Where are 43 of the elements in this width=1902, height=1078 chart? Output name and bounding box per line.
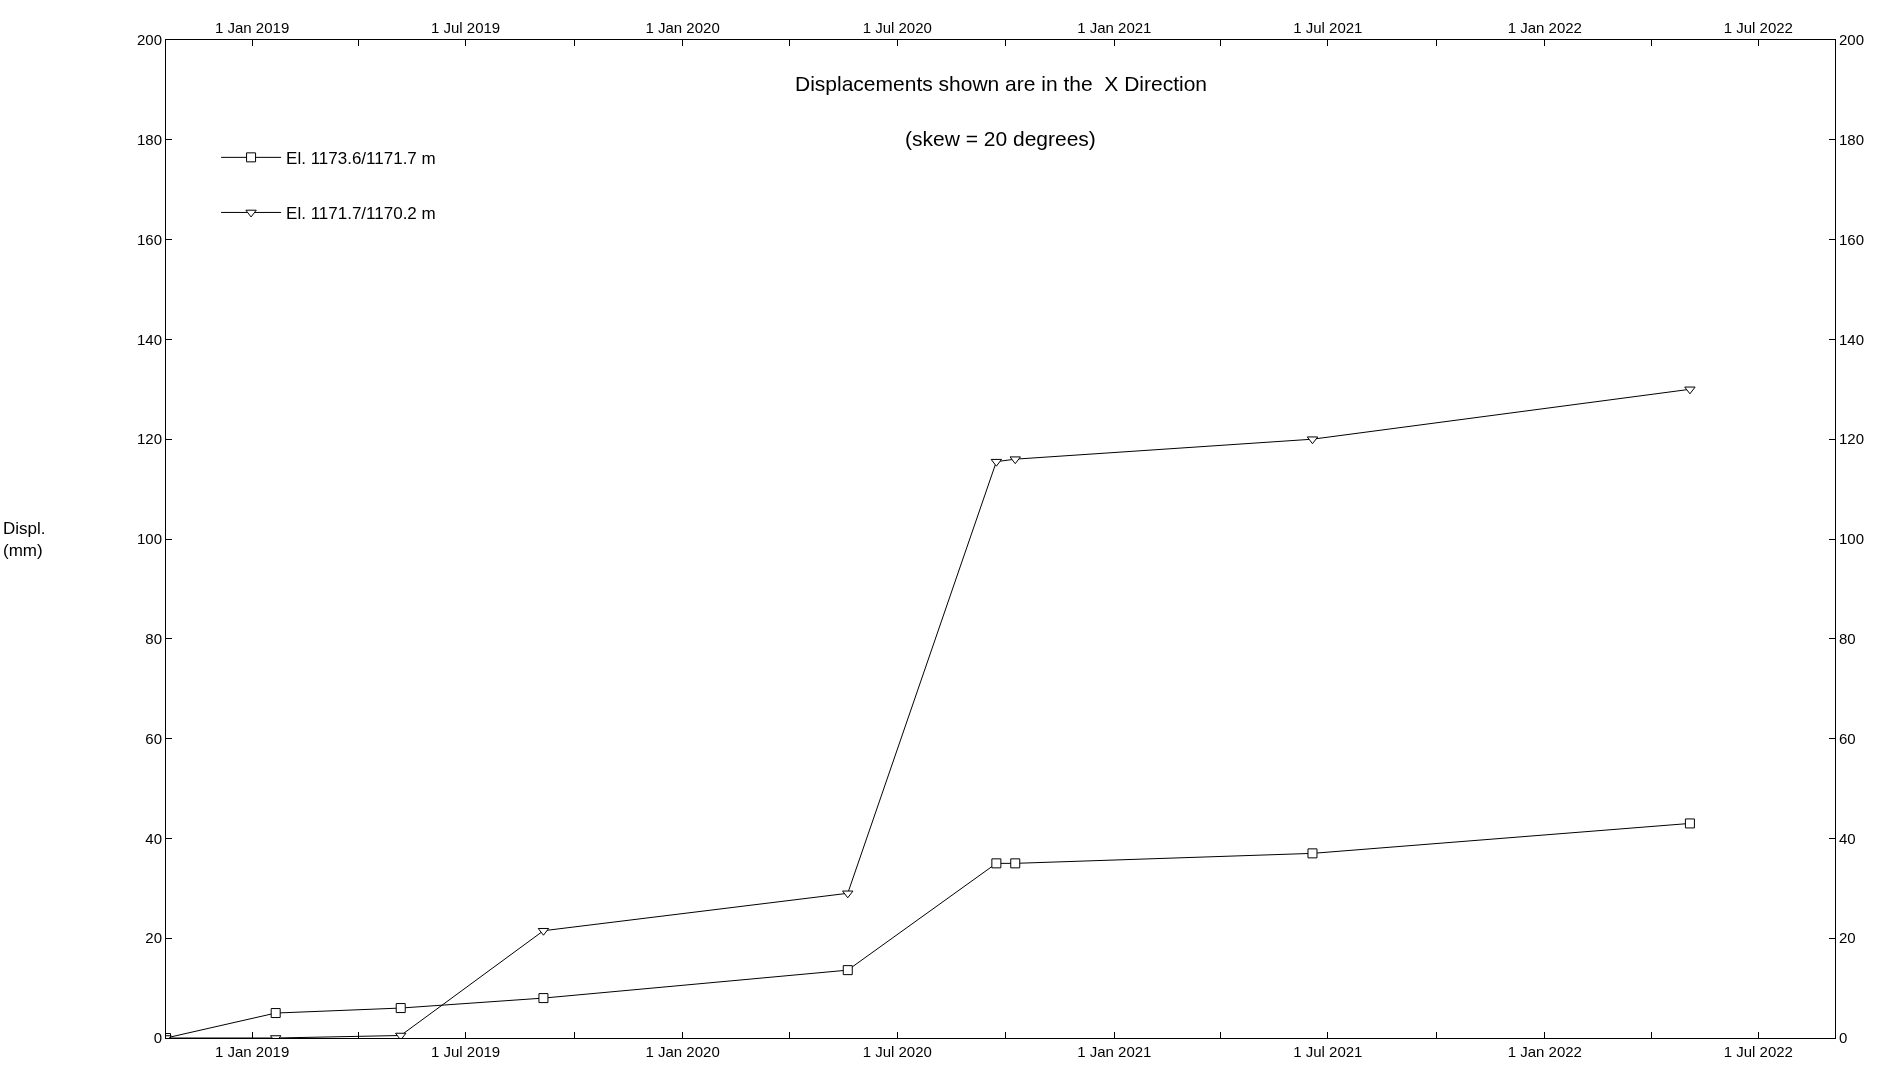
x2-tick-label: 1 Jan 2019 — [214, 1043, 290, 1060]
x-tick-label: 1 Jan 2020 — [645, 19, 720, 36]
x-tick-label: 1 Jan 2022 — [1507, 19, 1582, 36]
y2-tick-label: 200 — [1839, 31, 1865, 49]
text: Displ. (mm) — [3, 519, 46, 561]
y2-tick-label: 0 — [1839, 1029, 1848, 1047]
y-tick-label: 80 — [145, 630, 162, 648]
x2-tick-label: 1 Jul 2019 — [430, 1043, 501, 1060]
y2-tick-label: 180 — [1839, 131, 1865, 149]
y2-tick-label: 160 — [1839, 230, 1865, 248]
y-tick-label: 160 — [136, 230, 162, 248]
text: Displacements shown are in the X Direction — [795, 72, 1208, 95]
x2-tick-label: 1 Jul 2021 — [1293, 1043, 1363, 1060]
x-tick-label: 1 Jul 2020 — [862, 19, 932, 36]
x2-tick-label: 1 Jul 2020 — [862, 1043, 932, 1060]
y-tick-label: 200 — [136, 31, 162, 49]
y-tick-label: 0 — [153, 1029, 162, 1047]
y-tick-label: 60 — [145, 729, 162, 747]
x-tick-label: 1 Jul 2022 — [1723, 19, 1793, 36]
y-tick-label: 20 — [145, 929, 162, 947]
legend-label: El. 1173.6/1171.7 m — [286, 148, 436, 168]
x-tick-label: 1 Jul 2019 — [430, 19, 501, 36]
x2-tick-label: 1 Jan 2021 — [1077, 1043, 1152, 1060]
x2-tick-label: 1 Jan 2020 — [645, 1043, 720, 1060]
x-tick-label: 1 Jan 2019 — [214, 19, 290, 36]
y-tick-label: 180 — [136, 131, 162, 149]
y-tick-label: 120 — [136, 430, 162, 448]
y2-tick-label: 40 — [1839, 829, 1856, 847]
y2-tick-label: 60 — [1839, 729, 1856, 747]
y2-tick-label: 120 — [1839, 430, 1865, 448]
x2-tick-label: 1 Jul 2022 — [1723, 1043, 1793, 1060]
y2-tick-label: 100 — [1839, 530, 1865, 548]
x-tick-label: 1 Jan 2021 — [1077, 19, 1152, 36]
y2-tick-label: 20 — [1839, 929, 1856, 947]
y-tick-label: 140 — [136, 330, 162, 348]
x2-tick-label: 1 Jan 2022 — [1507, 1043, 1582, 1060]
y-tick-label: 40 — [145, 829, 162, 847]
y2-tick-label: 80 — [1839, 630, 1856, 648]
y2-tick-label: 140 — [1839, 330, 1865, 348]
legend-label: El. 1171.7/1170.2 m — [286, 204, 436, 224]
text: (skew = 20 degrees) — [905, 127, 1096, 150]
y-tick-label: 100 — [136, 530, 162, 548]
x-tick-label: 1 Jul 2021 — [1293, 19, 1363, 36]
